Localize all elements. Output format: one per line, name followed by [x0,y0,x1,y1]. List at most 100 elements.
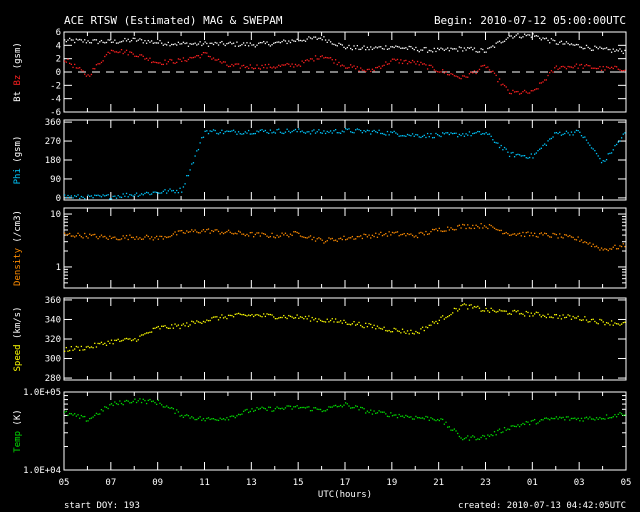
data-point [577,67,579,69]
data-point [249,133,251,135]
data-point [485,51,487,53]
data-point [574,65,576,67]
data-point [540,147,542,149]
data-point [94,39,96,41]
data-point [217,319,220,321]
data-point [617,248,619,250]
data-point [155,235,158,238]
data-point [545,37,548,39]
data-point [345,67,347,69]
data-point [145,191,148,194]
data-point [602,160,604,162]
data-point [162,44,164,46]
data-point [196,231,198,233]
data-point [80,195,83,198]
data-point [343,46,345,48]
data-point [284,232,287,234]
data-point [552,417,554,420]
data-point [440,135,442,138]
data-point [458,435,461,438]
data-point [436,134,439,136]
data-point [455,228,457,231]
x-tick-label: 17 [340,478,351,488]
data-point [139,398,141,400]
data-point [132,339,134,341]
data-point [463,135,466,137]
data-point [283,408,285,410]
data-point [308,36,310,38]
data-point [299,65,302,67]
y-tick-label: 1 [56,263,61,273]
data-point [234,313,236,315]
panel-frame [63,391,627,471]
data-point [400,415,402,417]
data-point [495,434,497,436]
data-point [502,310,504,312]
data-point [495,74,497,77]
data-point [174,43,176,45]
data-point [421,417,424,419]
data-point [169,407,171,409]
data-point [226,43,228,45]
data-point [119,340,121,343]
data-point [229,41,231,43]
data-point [363,326,365,329]
y-tick-label: 10 [50,210,61,220]
data-point [376,412,379,414]
data-point [607,153,609,155]
data-point [532,315,534,317]
data-point [72,39,74,41]
data-point [90,346,93,348]
data-point [609,48,611,51]
data-point [477,51,479,53]
data-point [306,59,308,61]
data-point [400,332,402,334]
data-point [473,436,476,438]
data-point [547,39,549,42]
data-point [345,128,347,130]
data-point [373,324,375,326]
data-point [306,131,308,133]
data-point [184,60,186,62]
data-point [540,316,542,318]
data-point [102,41,104,44]
data-point [508,92,511,94]
data-point [84,39,86,41]
data-point [149,193,151,196]
data-point [569,66,571,68]
data-point [167,190,170,192]
data-point [318,237,320,239]
data-point [518,36,521,38]
data-point [127,338,129,340]
data-point [229,65,231,68]
data-point [614,144,616,147]
data-point [395,132,397,134]
data-point [500,431,502,434]
data-point [334,404,337,407]
data-point [336,132,338,134]
data-point [288,130,290,132]
data-point [482,227,484,229]
data-point [351,323,353,325]
data-point [565,316,568,318]
data-point [77,346,79,348]
data-point [569,134,571,136]
data-point [383,64,385,67]
data-point [415,63,417,65]
data-point [150,400,153,403]
data-point [435,70,437,72]
data-point [615,49,618,51]
data-point [452,228,454,231]
data-point [181,60,183,63]
data-point [545,316,548,319]
data-point [512,89,514,92]
data-point [69,62,71,65]
data-point [137,56,139,58]
data-point [482,65,484,67]
data-point [418,51,420,53]
data-point [191,43,193,45]
data-point [227,130,230,133]
data-point [202,43,205,45]
data-point [544,417,546,419]
data-point [540,82,542,84]
